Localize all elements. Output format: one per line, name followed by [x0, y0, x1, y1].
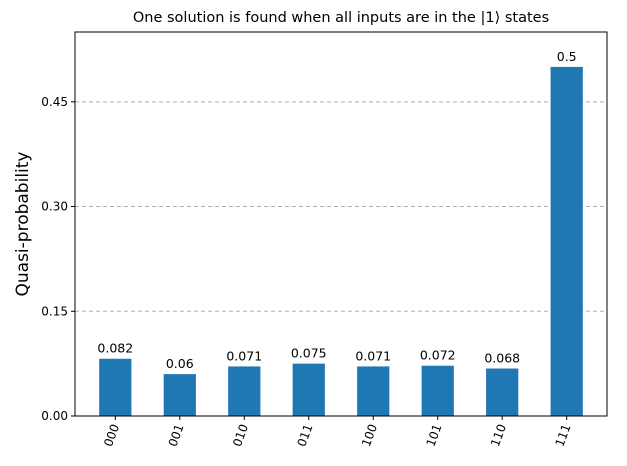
data-label-000: 0.082	[97, 341, 133, 356]
bars	[99, 66, 583, 416]
y-tick-label: 0.45	[41, 95, 68, 109]
data-labels: 0.082 0.06 0.071 0.075 0.071 0.072 0.068 0.5	[97, 49, 576, 371]
bar-010	[228, 366, 261, 416]
data-label-001: 0.06	[166, 356, 194, 371]
x-tick-label-011: 011	[295, 422, 316, 448]
axes: 0.00 0.15 0.30 0.45 000 001 010 011 100 101 110 111	[41, 31, 608, 449]
data-label-011: 0.075	[291, 346, 327, 361]
x-tick-label-100: 100	[359, 422, 380, 448]
x-tick-label-110: 110	[488, 422, 509, 448]
bar-001	[163, 374, 196, 416]
bar-100	[357, 366, 390, 416]
bar-000	[99, 358, 132, 416]
x-tick-label-001: 001	[166, 422, 187, 448]
data-label-100: 0.071	[355, 348, 391, 363]
x-tick-label-010: 010	[230, 422, 251, 448]
x-tick-label-101: 101	[424, 422, 445, 448]
bar-110	[486, 368, 519, 416]
y-tick-label: 0.30	[41, 200, 68, 214]
chart-title: One solution is found when all inputs ar…	[133, 10, 549, 26]
y-tick-label: 0.15	[41, 304, 68, 318]
plot-frame	[74, 31, 608, 417]
data-label-101: 0.072	[420, 348, 456, 363]
data-label-010: 0.071	[226, 348, 262, 363]
bar-011	[292, 363, 325, 416]
y-axis-label: Quasi-probability	[13, 152, 33, 297]
y-tick-label: 0.00	[41, 409, 68, 423]
data-label-110: 0.068	[484, 351, 520, 366]
x-tick-label-111: 111	[553, 422, 574, 448]
data-label-111: 0.5	[557, 49, 577, 64]
bar-101	[421, 365, 454, 416]
grid-lines	[75, 101, 607, 312]
bar-111	[550, 66, 583, 416]
x-tick-label-000: 000	[101, 422, 122, 448]
